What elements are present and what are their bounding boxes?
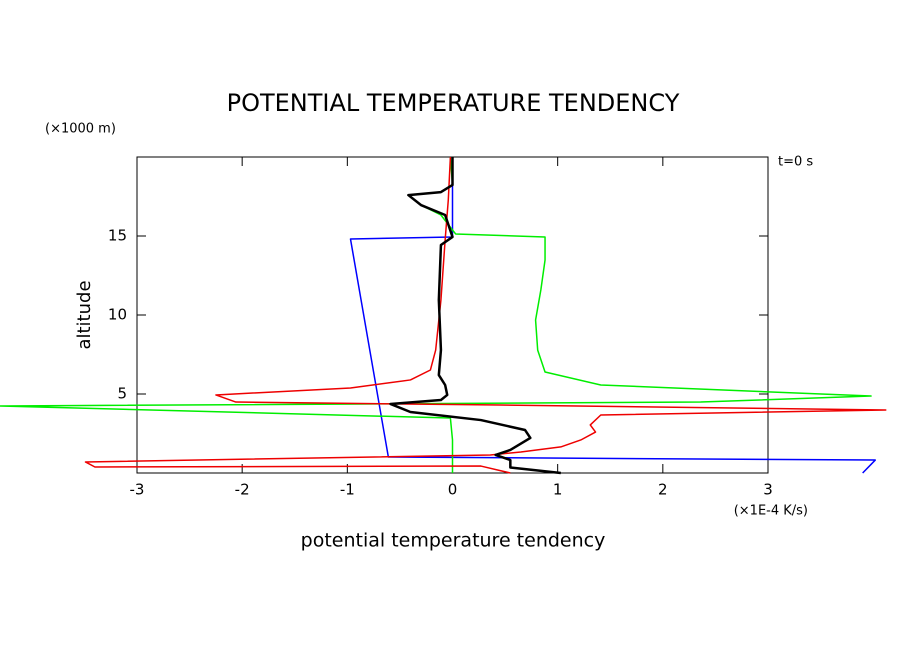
y-tick-label: 15 — [108, 227, 127, 245]
x-tick-label: -3 — [130, 481, 145, 499]
x-tick-label: 0 — [448, 481, 458, 499]
y-tick-label: 5 — [117, 385, 127, 403]
chart-title: POTENTIAL TEMPERATURE TENDENCY — [227, 89, 680, 117]
profile-line — [389, 157, 561, 475]
annotation: t=0 s — [778, 155, 813, 170]
profile-line — [84, 156, 887, 474]
x-unit: (×1E-4 K/s) — [734, 504, 808, 519]
profile-line — [349, 159, 877, 474]
x-axis-label: potential temperature tendency — [301, 530, 606, 552]
y-axis-label: altitude — [74, 280, 95, 349]
x-tick-label: 3 — [763, 481, 773, 499]
y-unit: (×1000 m) — [45, 122, 116, 137]
x-tick-label: -2 — [235, 481, 250, 499]
x-tick-label: 1 — [553, 481, 563, 499]
x-tick-label: -1 — [340, 481, 355, 499]
profile-line — [0, 156, 872, 473]
y-tick-label: 10 — [108, 306, 127, 324]
x-tick-label: 2 — [658, 481, 668, 499]
